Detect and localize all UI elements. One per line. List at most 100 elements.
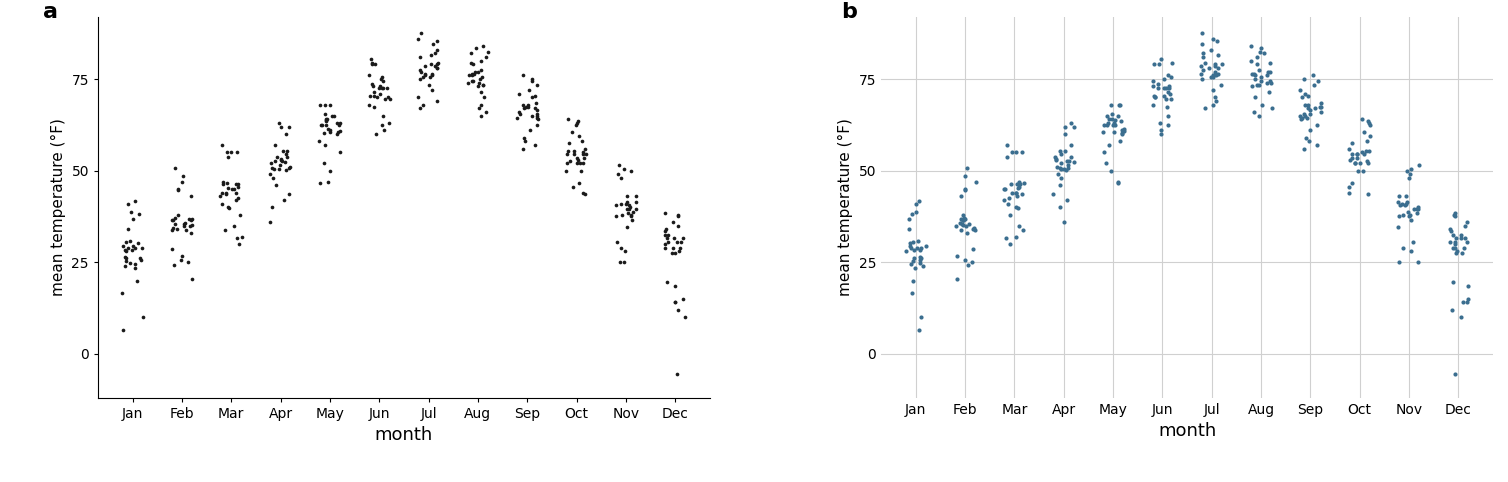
Point	[612, 165, 636, 173]
Point	[961, 225, 985, 233]
Point	[953, 185, 977, 192]
Point	[1295, 92, 1320, 99]
Point	[656, 238, 680, 246]
Point	[270, 123, 294, 131]
Point	[122, 244, 146, 252]
Point	[261, 174, 285, 182]
Point	[124, 197, 148, 204]
Point	[1105, 178, 1129, 186]
Point	[163, 164, 187, 172]
Point	[1451, 249, 1475, 257]
Point	[425, 61, 449, 68]
Point	[229, 233, 253, 241]
Point	[1110, 130, 1134, 138]
Point	[312, 129, 336, 137]
Point	[1056, 158, 1080, 165]
Point	[214, 190, 238, 198]
Point	[1259, 105, 1283, 112]
Point	[1048, 181, 1072, 189]
Point	[425, 37, 449, 44]
Point	[1289, 114, 1313, 121]
Point	[1053, 218, 1077, 226]
Point	[1353, 150, 1377, 158]
Point	[259, 203, 284, 211]
Point	[952, 214, 976, 221]
Point	[1345, 150, 1369, 158]
Point	[1157, 82, 1181, 90]
Point	[1289, 116, 1313, 123]
Point	[326, 121, 350, 129]
Point	[1357, 119, 1381, 127]
Point	[314, 116, 338, 124]
Point	[1294, 134, 1318, 142]
Point	[118, 237, 142, 245]
Point	[314, 116, 338, 123]
Point	[1398, 247, 1422, 255]
Point	[953, 256, 977, 264]
Point	[371, 77, 395, 85]
Point	[317, 125, 341, 133]
Point	[277, 164, 302, 172]
Y-axis label: mean temperature (°F): mean temperature (°F)	[838, 118, 854, 296]
Point	[525, 107, 549, 114]
Point	[122, 260, 146, 268]
Point	[1440, 306, 1464, 314]
Point	[662, 249, 686, 257]
Point	[357, 72, 382, 80]
Point	[620, 167, 644, 174]
Point	[1246, 54, 1270, 61]
Point	[662, 299, 686, 307]
Point	[1157, 88, 1181, 96]
Point	[161, 261, 185, 268]
Point	[1107, 137, 1131, 145]
Point	[1304, 121, 1329, 129]
Text: b: b	[841, 1, 857, 22]
Point	[1240, 42, 1264, 50]
Point	[1341, 139, 1365, 147]
Point	[897, 215, 921, 223]
Point	[457, 72, 481, 80]
Point	[318, 126, 342, 134]
Point	[362, 103, 386, 110]
Point	[573, 150, 597, 158]
Point	[1350, 116, 1374, 123]
Point	[1240, 82, 1264, 90]
Point	[277, 190, 302, 198]
Point	[572, 160, 596, 167]
Point	[1093, 160, 1117, 167]
Point	[210, 189, 234, 197]
Point	[1297, 110, 1321, 118]
Point	[359, 55, 383, 63]
Point	[1255, 72, 1279, 80]
Point	[1288, 86, 1312, 94]
Point	[1386, 198, 1410, 206]
Point	[615, 192, 639, 200]
Point	[369, 84, 394, 92]
Point	[314, 110, 338, 118]
Point	[1291, 110, 1315, 118]
Point	[1407, 161, 1431, 169]
Point	[1395, 167, 1419, 174]
Point	[667, 211, 691, 218]
Point	[1356, 160, 1380, 167]
Point	[413, 72, 437, 80]
Point	[1092, 128, 1116, 136]
Point	[474, 108, 498, 116]
Point	[113, 254, 137, 262]
Point	[1259, 79, 1283, 87]
Point	[172, 220, 196, 228]
Point	[1096, 119, 1120, 127]
Point	[612, 258, 636, 266]
Point	[1053, 130, 1077, 138]
Point	[617, 209, 641, 216]
Point	[1004, 192, 1028, 200]
Point	[525, 112, 549, 120]
Point	[656, 231, 680, 239]
Point	[1191, 66, 1215, 74]
Point	[1110, 126, 1134, 134]
Point	[914, 242, 938, 250]
Point	[992, 196, 1016, 204]
Point	[419, 52, 443, 59]
Point	[259, 160, 284, 167]
Point	[609, 244, 633, 252]
